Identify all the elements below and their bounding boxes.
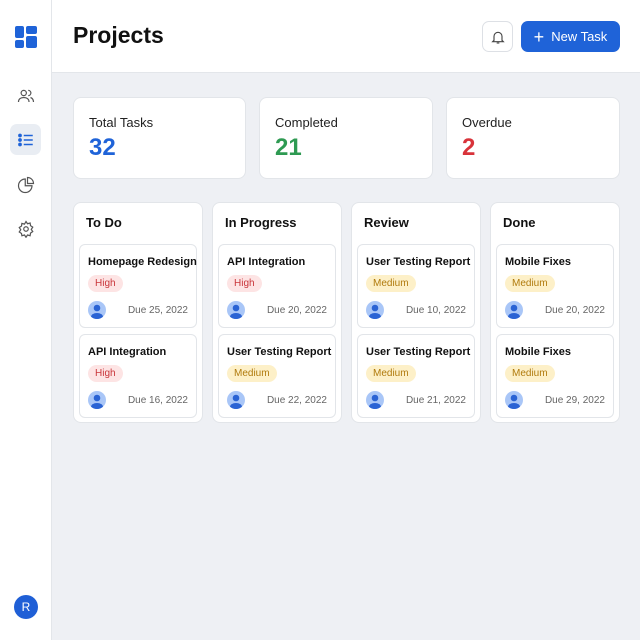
due-date: Due 25, 2022 bbox=[127, 305, 188, 316]
assignee-avatar-icon bbox=[227, 301, 245, 319]
column-review: Review User Testing Report Medium Due 10… bbox=[351, 202, 481, 423]
task-title: API Integration bbox=[88, 346, 167, 358]
task-card[interactable]: API Integration High Due 16, 2022 bbox=[79, 334, 197, 418]
priority-badge: Medium bbox=[505, 365, 555, 382]
task-card[interactable]: Homepage Redesign High Due 25, 2022 bbox=[79, 244, 197, 328]
header: Projects + New Task bbox=[52, 0, 640, 73]
priority-badge: Medium bbox=[366, 275, 416, 292]
assignee-avatar-icon bbox=[366, 391, 384, 409]
pie-chart-icon bbox=[17, 176, 34, 193]
due-date: Due 10, 2022 bbox=[405, 305, 466, 316]
assignee-avatar-icon bbox=[88, 301, 106, 319]
due-date: Due 16, 2022 bbox=[127, 395, 188, 406]
priority-badge: Medium bbox=[227, 365, 277, 382]
task-title: User Testing Report bbox=[227, 346, 332, 358]
column-title: In Progress bbox=[225, 215, 297, 230]
stat-card-completed: Completed 21 bbox=[259, 97, 433, 179]
task-card[interactable]: User Testing Report Medium Due 21, 2022 bbox=[357, 334, 475, 418]
assignee-avatar-icon bbox=[505, 391, 523, 409]
task-card[interactable]: User Testing Report Medium Due 22, 2022 bbox=[218, 334, 336, 418]
stat-card-overdue: Overdue 2 bbox=[446, 97, 620, 179]
page-title: Projects bbox=[73, 22, 164, 48]
due-date: Due 29, 2022 bbox=[544, 395, 605, 406]
list-icon bbox=[17, 133, 33, 146]
new-task-label: New Task bbox=[551, 29, 608, 44]
task-title: User Testing Report bbox=[366, 346, 471, 358]
task-title: API Integration bbox=[227, 256, 306, 268]
plus-icon: + bbox=[533, 26, 545, 47]
task-card[interactable]: Mobile Fixes Medium Due 20, 2022 bbox=[496, 244, 614, 328]
due-date: Due 22, 2022 bbox=[266, 395, 327, 406]
assignee-avatar-icon bbox=[366, 301, 384, 319]
dashboard-logo-icon[interactable] bbox=[15, 26, 37, 48]
stat-label: Total Tasks bbox=[89, 115, 154, 130]
sidebar-item-team[interactable] bbox=[10, 80, 41, 111]
assignee-avatar-icon bbox=[227, 391, 245, 409]
task-title: Homepage Redesign bbox=[88, 256, 197, 268]
priority-badge: Medium bbox=[505, 275, 555, 292]
column-done: Done Mobile Fixes Medium Due 20, 2022 Mo… bbox=[490, 202, 620, 423]
task-card[interactable]: Mobile Fixes Medium Due 29, 2022 bbox=[496, 334, 614, 418]
priority-badge: High bbox=[88, 365, 123, 382]
users-icon bbox=[17, 89, 34, 102]
assignee-avatar-icon bbox=[88, 391, 106, 409]
priority-badge: Medium bbox=[366, 365, 416, 382]
task-title: Mobile Fixes bbox=[505, 256, 572, 268]
sidebar-item-tasks[interactable] bbox=[10, 124, 41, 155]
column-title: Review bbox=[364, 215, 409, 230]
task-card[interactable]: User Testing Report Medium Due 10, 2022 bbox=[357, 244, 475, 328]
stat-value: 21 bbox=[275, 134, 302, 161]
user-avatar[interactable]: R bbox=[14, 595, 38, 619]
column-title: To Do bbox=[86, 215, 122, 230]
column-in-progress: In Progress API Integration High Due 20,… bbox=[212, 202, 342, 423]
stat-label: Overdue bbox=[462, 115, 512, 130]
task-title: User Testing Report bbox=[366, 256, 471, 268]
stat-value: 32 bbox=[89, 134, 116, 161]
stat-label: Completed bbox=[275, 115, 338, 130]
due-date: Due 20, 2022 bbox=[266, 305, 327, 316]
due-date: Due 20, 2022 bbox=[544, 305, 605, 316]
sidebar: R bbox=[0, 0, 52, 640]
priority-badge: High bbox=[227, 275, 262, 292]
task-title: Mobile Fixes bbox=[505, 346, 572, 358]
task-card[interactable]: API Integration High Due 20, 2022 bbox=[218, 244, 336, 328]
sidebar-item-reports[interactable] bbox=[10, 169, 41, 200]
column-to-do: To Do Homepage Redesign High Due 25, 202… bbox=[73, 202, 203, 423]
notifications-button[interactable] bbox=[482, 21, 513, 52]
new-task-button[interactable]: + New Task bbox=[521, 21, 620, 52]
assignee-avatar-icon bbox=[505, 301, 523, 319]
bell-icon bbox=[490, 31, 505, 44]
column-title: Done bbox=[503, 215, 536, 230]
sidebar-item-settings[interactable] bbox=[10, 213, 41, 244]
stat-value: 2 bbox=[462, 134, 476, 161]
gear-icon bbox=[17, 219, 34, 238]
priority-badge: High bbox=[88, 275, 123, 292]
due-date: Due 21, 2022 bbox=[405, 395, 466, 406]
stat-card-total: Total Tasks 32 bbox=[73, 97, 246, 179]
